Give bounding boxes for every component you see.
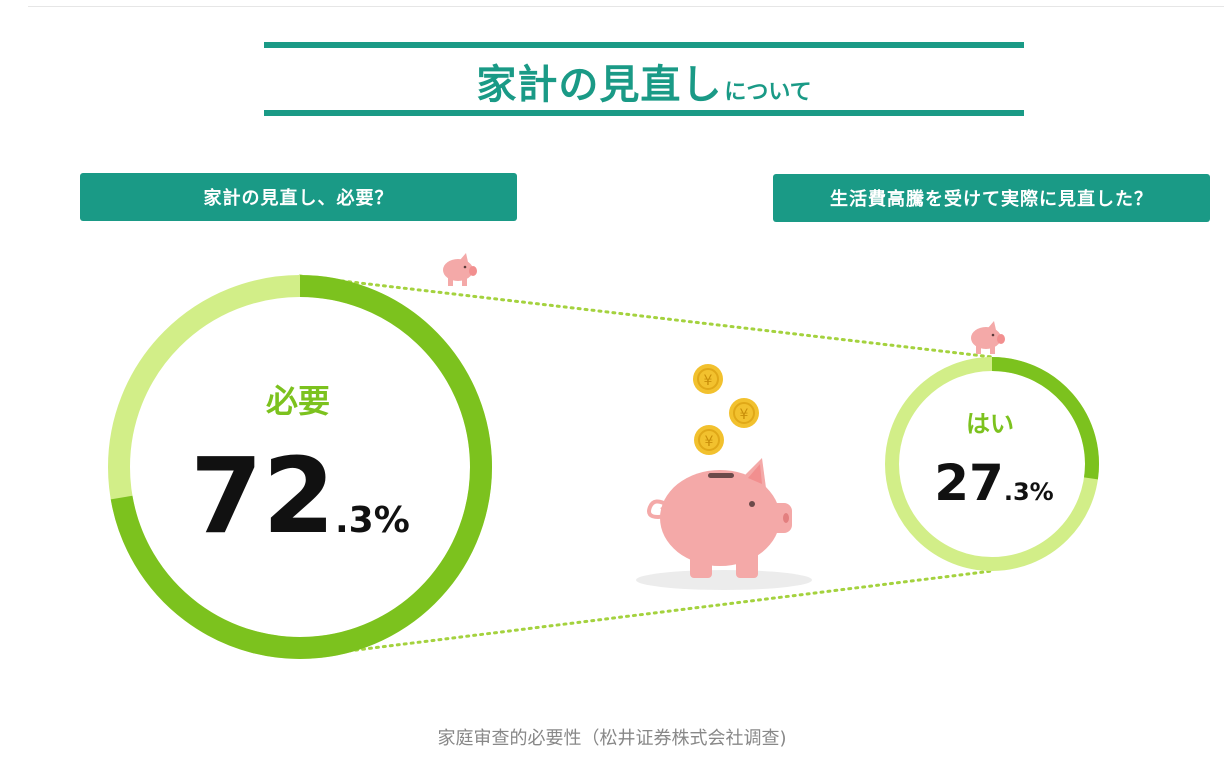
piggy-bank-icon [636, 458, 812, 590]
question-left-label: 家計の見直し、必要？ [203, 188, 394, 209]
donut-right-label: はい [966, 410, 1014, 438]
donut-left-label: 必要 [266, 382, 330, 420]
donut-right-value-int: 27 [934, 454, 1004, 512]
question-right-box: 生活費高騰を受けて実際に見直した？ [773, 174, 1210, 222]
top-divider [28, 6, 1224, 7]
donut-right-value-dec: .3% [1004, 478, 1054, 506]
small-pig-icon-left [443, 253, 477, 286]
question-left-box: 家計の見直し、必要？ [80, 173, 517, 221]
svg-text:¥: ¥ [704, 373, 713, 389]
title-rule-top [264, 42, 1024, 48]
coin-icon: ¥ [694, 425, 724, 455]
coin-icon: ¥ [729, 398, 759, 428]
donut-left-value-arc [110, 275, 492, 659]
title-main: 家計の見直し [476, 62, 723, 108]
donut-right: はい 27.3% [885, 357, 1099, 571]
title-rule-bottom [264, 110, 1024, 116]
question-right-label: 生活費高騰を受けて実際に見直した？ [830, 189, 1153, 210]
donut-left-value: 72.3% [190, 435, 410, 557]
donut-left-value-int: 72 [190, 435, 335, 557]
donut-right-value: 27.3% [934, 454, 1053, 512]
donut-left-value-dec: .3% [335, 500, 410, 541]
svg-text:¥: ¥ [740, 407, 749, 423]
page-title: 家計の見直し について [264, 50, 1024, 110]
donut-left: 必要 72.3% [108, 275, 492, 659]
connector-line-top [298, 274, 994, 359]
svg-text:¥: ¥ [705, 434, 714, 450]
title-sub: について [724, 80, 812, 105]
connector-line-bottom [298, 569, 994, 659]
small-pig-icon-right [971, 321, 1005, 354]
donut-right-value-arc [991, 357, 1099, 480]
figure-caption: 家庭审查的必要性（松井证券株式会社调查) [437, 728, 787, 749]
coin-icon: ¥ [693, 364, 723, 394]
